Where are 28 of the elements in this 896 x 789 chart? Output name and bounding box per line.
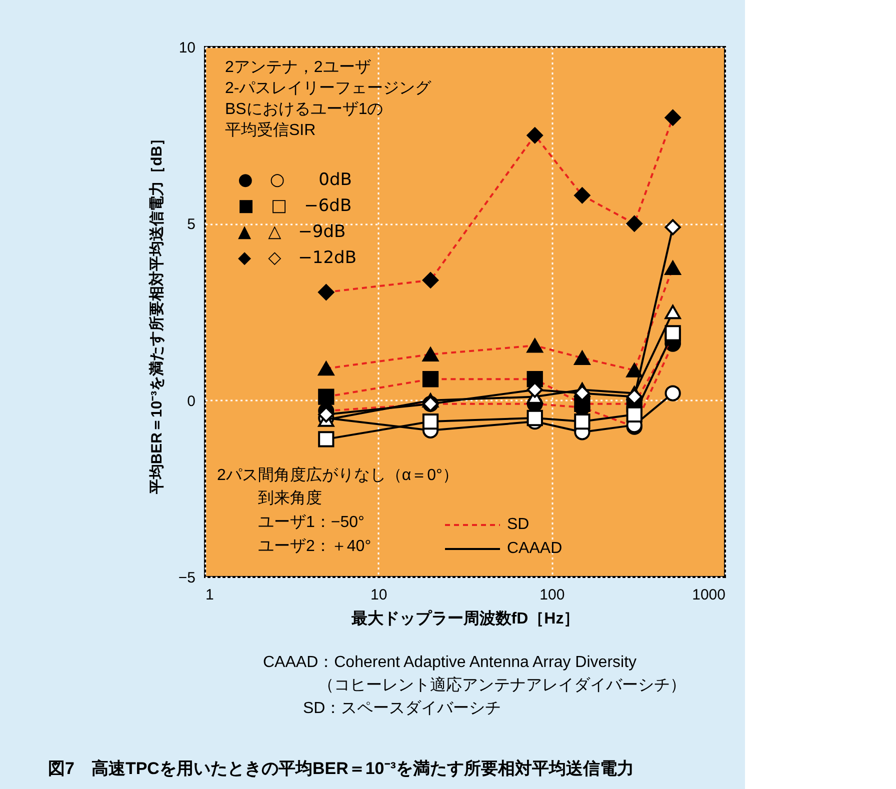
annotation: 2-パスレイリーフェージング [225, 80, 432, 97]
text: （コヒーレント適応アンテナアレイダイバーシチ） [318, 676, 686, 694]
text: 図7 高速TPCを用いたときの平均BER＝10⁻³を満たす所要相対平均送信電力 [48, 759, 634, 778]
y-tick-label: 10 [178, 40, 196, 56]
y-axis-title: 平均BER＝10⁻³を満たす所要相対平均送信電力［dB］ [147, 130, 166, 496]
text: CAAAD：Coherent Adaptive Antenna Array Diversity [263, 654, 637, 671]
annotation: ◆ ◇ −12dB [238, 248, 356, 268]
y-tick-label: −5 [178, 570, 196, 586]
annotation: ▲ △ −9dB [238, 222, 346, 242]
annotation: ■ □ −6dB [238, 196, 352, 216]
x-tick-label: 100 [540, 586, 565, 604]
x-tick-label: 1 [206, 586, 214, 604]
y-tick-label: 0 [187, 392, 196, 410]
annotation: 到来角度 [258, 489, 322, 507]
y-tick-label: 5 [187, 216, 196, 234]
annotation: BSにおけるユーザ1の [225, 101, 384, 118]
annotation: ユーザ2：＋40° [258, 538, 372, 555]
annotation: SD [507, 516, 530, 533]
text: SD：スペースダイバーシチ [303, 700, 502, 717]
annotation: 2パス間角度広がりなし（α＝0°） [217, 466, 458, 484]
x-tick-label: 10 [370, 586, 388, 604]
annotation: 平均受信SIR [225, 121, 316, 139]
annotation: 2アンテナ，2ユーザ [225, 59, 371, 76]
x-tick-label: 1000 [692, 586, 726, 604]
annotation: CAAAD [507, 540, 562, 557]
annotation: ● ○ 0dB [238, 170, 352, 190]
annotation: ユーザ1：−50° [258, 514, 364, 531]
x-axis-title: 最大ドップラー周波数fD［Hz］ [350, 610, 580, 628]
